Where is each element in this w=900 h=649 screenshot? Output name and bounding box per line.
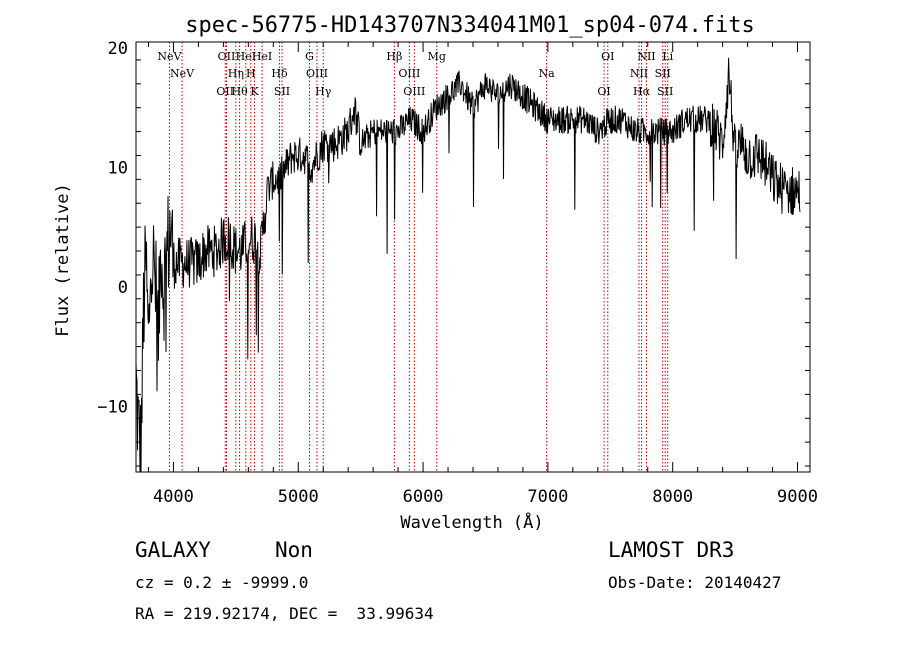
x-tick-label: 5000 — [278, 487, 319, 507]
y-tick-label: −10 — [97, 397, 128, 417]
spectral-line-label: HeI — [236, 50, 256, 63]
spectrum-series-line — [135, 57, 801, 473]
spectral-line-label: Mg — [428, 50, 446, 63]
spectral-line-label: Hγ — [315, 85, 332, 98]
x-tick-label: 9000 — [777, 487, 818, 507]
chart-title: spec-56775-HD143707N334041M01_sp04-074.f… — [185, 13, 755, 38]
spectral-line-label: NeV — [157, 50, 182, 63]
spectral-line-label: OI — [597, 85, 610, 98]
class-label: GALAXY — [135, 538, 211, 562]
y-tick-label: 10 — [108, 158, 128, 178]
spectral-line-label: G — [305, 50, 314, 63]
x-axis-label: Wavelength (Å) — [400, 511, 543, 533]
ra-dec-text: RA = 219.92174, DEC = 33.99634 — [135, 604, 434, 623]
spectral-line-label: NeV — [170, 67, 195, 80]
spectral-line-label: H — [246, 67, 256, 80]
spectral-line-label: OIII — [403, 85, 425, 98]
spectral-line-label: Hδ — [271, 67, 288, 80]
x-tick-label: 7000 — [527, 487, 568, 507]
spectral-line-label: SII — [274, 85, 290, 98]
survey-label: LAMOST DR3 — [608, 538, 735, 562]
x-tick-label: 4000 — [153, 487, 194, 507]
spectral-line-label: OI — [601, 50, 614, 63]
spectral-line-label: Hθ — [231, 85, 248, 98]
spectral-line-label: OII — [216, 85, 234, 98]
spectral-line-label: NII — [630, 67, 648, 80]
spectral-line-label: OII — [218, 50, 236, 63]
spectral-line-label: OIII — [398, 67, 420, 80]
x-tick-label: 6000 — [403, 487, 444, 507]
y-tick-label: 20 — [108, 39, 128, 59]
spectral-line-label: SII — [655, 67, 671, 80]
spectral-line-label: Hα — [633, 85, 651, 98]
spectral-line-label: Na — [539, 67, 556, 80]
spectral-line-label: K — [250, 85, 259, 98]
obs-date-text: Obs-Date: 20140427 — [608, 573, 782, 592]
spectral-line-label: Hη — [228, 67, 244, 80]
spectral-line-label: HeI — [252, 50, 272, 63]
y-axis-label: Flux (relative) — [53, 183, 73, 337]
y-tick-label: 0 — [118, 278, 128, 298]
line-labels-layer: NeV NeV OII OII Hη Hθ HeI HK HeI Hδ SII G OIII Hγ Hβ OI… — [157, 50, 673, 98]
spectral-line-label: SII — [657, 85, 673, 98]
spectral-line-label: Hβ — [386, 50, 402, 63]
axes-layer: 4000 5000 6000 7000 8000 9000 −10 0 10 20 — [97, 39, 818, 507]
spectral-line-label: OIII — [306, 67, 328, 80]
spectrum-layer — [135, 57, 801, 473]
x-tick-label: 8000 — [652, 487, 693, 507]
subclass-label: Non — [275, 538, 313, 562]
spectral-line-label: Li — [662, 50, 673, 63]
emission-lines-layer — [168, 42, 669, 472]
cz-text: cz = 0.2 ± -9999.0 — [135, 573, 309, 592]
spectral-line-label: NII — [637, 50, 655, 63]
